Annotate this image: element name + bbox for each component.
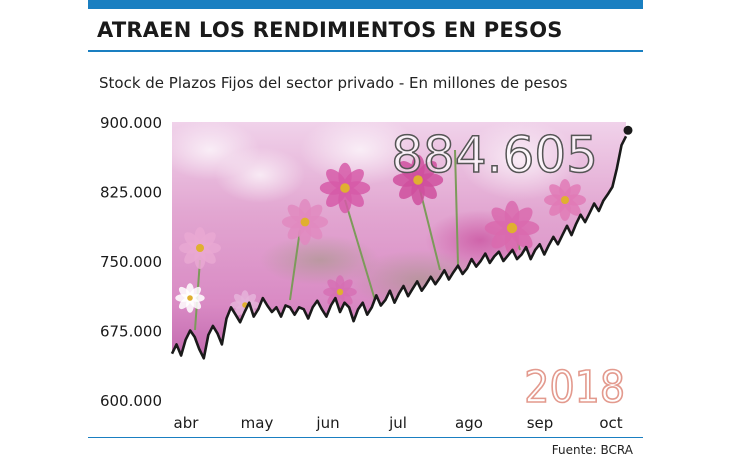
flower-decoration <box>323 275 357 309</box>
flower-decoration <box>544 179 586 221</box>
y-tick-label: 600.000 <box>100 392 162 410</box>
series-line <box>170 135 628 360</box>
chart-svg: 900.000 825.000 750.000 675.000 600.000 abr m… <box>100 114 633 432</box>
y-tick-label: 900.000 <box>100 114 162 132</box>
top-accent-bar <box>88 0 643 9</box>
flower-decoration <box>175 283 205 313</box>
y-tick-label: 750.000 <box>100 253 162 271</box>
source-label: Fuente: BCRA <box>551 443 633 457</box>
chart-subtitle: Stock de Plazos Fijos del sector privado… <box>99 74 568 92</box>
y-tick-label: 675.000 <box>100 323 162 341</box>
y-tick-label: 825.000 <box>100 184 162 202</box>
bottom-rule <box>88 437 643 438</box>
x-tick-label: jun <box>315 414 339 432</box>
last-value-label: 884.605 <box>391 126 598 184</box>
title-rule <box>88 50 643 52</box>
flower-decoration <box>281 198 329 246</box>
y-axis: 900.000 825.000 750.000 675.000 600.000 <box>100 114 162 410</box>
x-axis: abr may jun jul ago sep oct <box>174 414 623 432</box>
x-tick-label: jul <box>388 414 407 432</box>
last-value-point <box>623 125 633 135</box>
year-label: 2018 <box>524 362 625 413</box>
x-tick-label: sep <box>527 414 554 432</box>
x-tick-label: oct <box>599 414 622 432</box>
x-tick-label: abr <box>174 414 200 432</box>
flower-decoration <box>319 162 371 214</box>
flower-decoration <box>392 154 444 206</box>
flower-decoration <box>484 200 540 256</box>
chart-title: ATRAEN LOS RENDIMIENTOS EN PESOS <box>97 18 563 42</box>
flower-decoration <box>179 227 221 269</box>
x-tick-label: ago <box>455 414 483 432</box>
x-tick-label: may <box>241 414 274 432</box>
